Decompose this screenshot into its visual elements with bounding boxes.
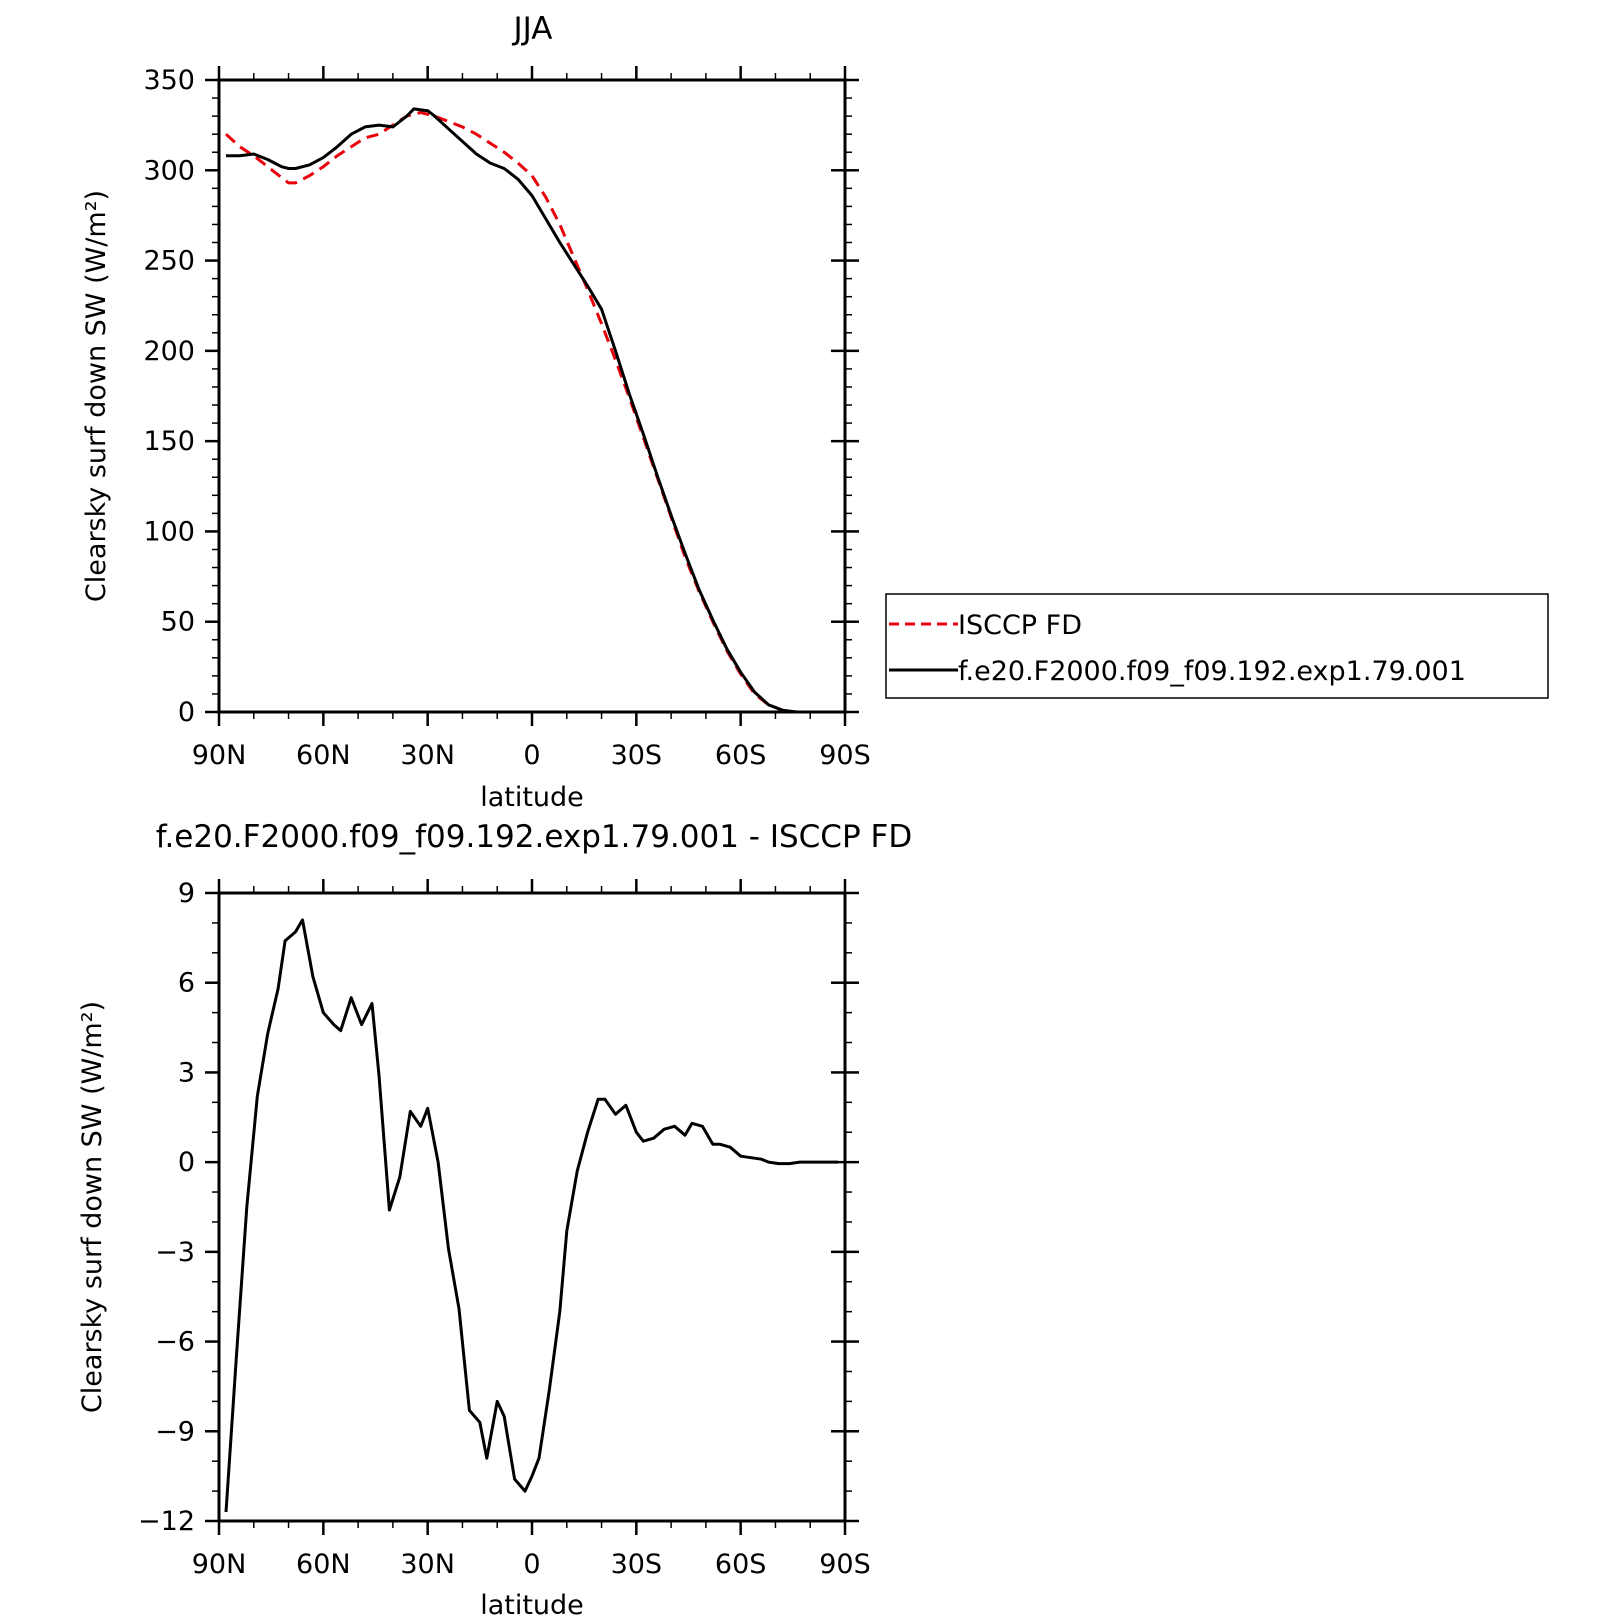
top-panel: JJA 90N 60N 30N 0 30S 60S 90S 0 50 100 150 200 250 30… bbox=[81, 11, 871, 813]
top-series-line-1 bbox=[224, 111, 838, 714]
bottom-series-lines bbox=[224, 918, 838, 1513]
top-y-tick: 150 bbox=[143, 426, 859, 457]
top-x-tick: 90N bbox=[192, 66, 247, 771]
bottom-y-tick-label: −6 bbox=[155, 1327, 195, 1358]
legend-label-isccp: ISCCP FD bbox=[958, 610, 1082, 641]
top-x-tick-label: 60N bbox=[296, 740, 351, 771]
top-y-tick-label: 100 bbox=[143, 516, 195, 547]
bottom-y-tick-label: 6 bbox=[178, 968, 195, 999]
bottom-x-tick-label: 30S bbox=[611, 1549, 663, 1580]
bottom-panel: f.e20.F2000.f09_f09.192.exp1.79.001 - IS… bbox=[77, 819, 912, 1619]
bottom-y-tick: −3 bbox=[155, 1237, 859, 1268]
bottom-x-tick: 90S bbox=[819, 879, 871, 1580]
top-y-tick-label: 0 bbox=[178, 697, 195, 728]
top-x-tick-label: 30S bbox=[611, 740, 663, 771]
legend: ISCCP FD f.e20.F2000.f09_f09.192.exp1.79… bbox=[885, 593, 1549, 699]
bottom-y-tick: −6 bbox=[155, 1327, 859, 1358]
top-x-tick: 30N bbox=[400, 66, 455, 771]
bottom-y-tick-label: 0 bbox=[178, 1147, 195, 1178]
bottom-y-tick: 3 bbox=[178, 1057, 859, 1088]
bottom-x-tick: 60S bbox=[715, 879, 767, 1580]
bottom-x-tick: 30S bbox=[611, 879, 663, 1580]
top-series-line-2 bbox=[226, 107, 838, 714]
bottom-y-tick-label: −12 bbox=[138, 1506, 195, 1537]
bottom-y-tick: 0 bbox=[178, 1147, 859, 1178]
top-title: JJA bbox=[512, 11, 553, 47]
bottom-x-tick-label: 60S bbox=[715, 1549, 767, 1580]
bottom-x-tick-label: 90N bbox=[192, 1549, 247, 1580]
bottom-series-line-1 bbox=[224, 918, 838, 1513]
top-y-tick: 250 bbox=[143, 246, 859, 277]
top-x-tick: 60N bbox=[296, 66, 351, 771]
bottom-plot-frame bbox=[217, 891, 847, 1523]
top-x-tick-label: 60S bbox=[715, 740, 767, 771]
legend-label-model: f.e20.F2000.f09_f09.192.exp1.79.001 bbox=[958, 656, 1466, 687]
bottom-y-tick-label: −3 bbox=[155, 1237, 195, 1268]
top-y-tick: 100 bbox=[143, 516, 859, 547]
bottom-x-tick-label: 90S bbox=[819, 1549, 871, 1580]
top-y-tick-label: 250 bbox=[143, 246, 195, 277]
top-y-axis-label: Clearsky surf down SW (W/m²) bbox=[81, 190, 112, 602]
bottom-y-tick-label: −9 bbox=[155, 1416, 195, 1447]
top-axis-ticks: 90N 60N 30N 0 30S 60S 90S 0 50 100 150 200 250 300 350 bbox=[143, 65, 870, 771]
top-x-tick: 60S bbox=[715, 66, 767, 771]
top-y-tick: 350 bbox=[143, 65, 859, 96]
bottom-x-tick-label: 0 bbox=[523, 1549, 540, 1580]
top-x-tick-label: 90N bbox=[192, 740, 247, 771]
bottom-x-tick: 60N bbox=[296, 879, 351, 1580]
bottom-x-axis-label: latitude bbox=[480, 1590, 584, 1619]
bottom-y-tick-label: 3 bbox=[178, 1057, 195, 1088]
top-y-tick-label: 200 bbox=[143, 336, 195, 367]
bottom-x-tick: 90N bbox=[192, 879, 247, 1580]
bottom-x-tick-label: 30N bbox=[400, 1549, 455, 1580]
top-y-tick: 50 bbox=[161, 607, 859, 638]
legend-box bbox=[885, 593, 1549, 699]
top-series-lines bbox=[224, 107, 838, 714]
top-y-tick: 200 bbox=[143, 336, 859, 367]
top-y-tick: 300 bbox=[143, 155, 859, 186]
top-y-tick-label: 150 bbox=[143, 426, 195, 457]
bottom-y-tick-label: 9 bbox=[178, 878, 195, 909]
top-x-tick-label: 30N bbox=[400, 740, 455, 771]
bottom-axis-ticks: 90N 60N 30N 0 30S 60S 90S −12 −9 −6 −3 0 3 6 9 bbox=[138, 878, 871, 1580]
top-y-tick-label: 300 bbox=[143, 155, 195, 186]
bottom-title: f.e20.F2000.f09_f09.192.exp1.79.001 - IS… bbox=[156, 819, 912, 855]
bottom-x-tick-label: 60N bbox=[296, 1549, 351, 1580]
top-x-axis-label: latitude bbox=[480, 782, 584, 813]
top-y-tick-label: 50 bbox=[161, 607, 195, 638]
bottom-y-axis-label: Clearsky surf down SW (W/m²) bbox=[77, 1001, 108, 1413]
top-y-tick-label: 350 bbox=[143, 65, 195, 96]
top-x-tick-label: 90S bbox=[819, 740, 871, 771]
top-x-tick-label: 0 bbox=[523, 740, 540, 771]
